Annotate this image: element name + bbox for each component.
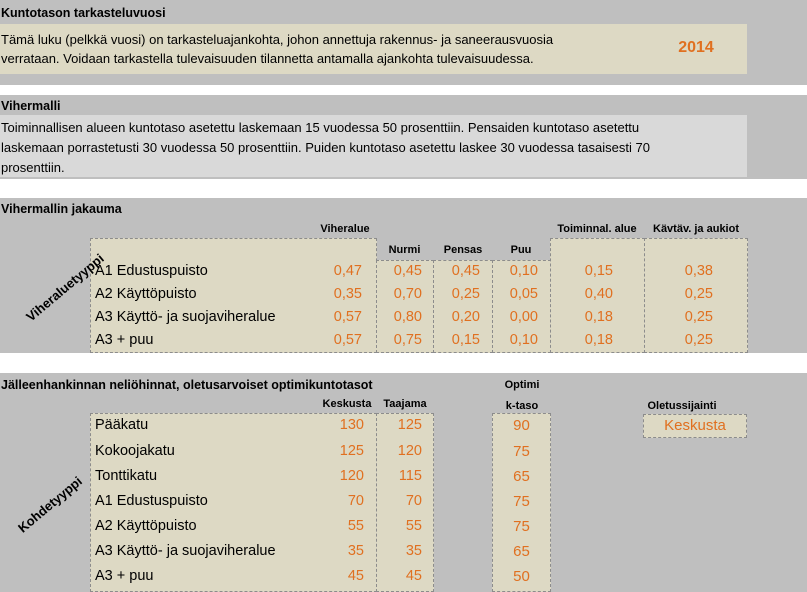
row-label: Tonttikatu [95, 468, 158, 484]
year-info-line1: Tämä luku (pelkkä vuosi) on tarkasteluaj… [1, 32, 554, 47]
cell-pensas[interactable]: 0,45 [451, 263, 480, 279]
header-toiminnal-alue: Toiminnal. alue [557, 223, 637, 235]
cell-taajama[interactable]: 70 [405, 493, 422, 509]
year-input[interactable]: 2014 [678, 39, 714, 56]
row-label: A1 Edustuspuisto [95, 493, 208, 509]
cell-keskusta[interactable]: 130 [339, 417, 364, 433]
default-location-value: Keskusta [664, 417, 726, 434]
row-label: A2 Käyttöpuisto [95, 518, 197, 534]
taajama-block [376, 413, 434, 592]
separator [0, 179, 807, 198]
cell-nurmi[interactable]: 0,45 [393, 263, 422, 279]
cell-pensas[interactable]: 0,20 [451, 309, 480, 325]
cell-pensas[interactable]: 0,25 [451, 286, 480, 302]
header-kaytavat-aukiot: Kävtäv. ja aukiot [653, 223, 739, 235]
cell-optimi[interactable]: 50 [513, 568, 530, 585]
cell-kaytav[interactable]: 0,25 [684, 286, 713, 302]
cell-toiminnal[interactable]: 0,15 [584, 263, 613, 279]
cell-pensas[interactable]: 0,15 [451, 332, 480, 348]
row-label: A3 + puu [95, 332, 154, 348]
cell-taajama[interactable]: 120 [397, 443, 422, 459]
cell-toiminnal[interactable]: 0,18 [584, 332, 613, 348]
header-viheralue: Viheralue [320, 223, 370, 235]
cell-nurmi[interactable]: 0,80 [393, 309, 422, 325]
toiminnal-block [550, 238, 645, 353]
cell-nurmi[interactable]: 0,75 [393, 332, 422, 348]
cell-keskusta[interactable]: 45 [347, 568, 364, 584]
cell-viheralue[interactable]: 0,57 [333, 332, 362, 348]
cell-taajama[interactable]: 55 [405, 518, 422, 534]
cell-optimi[interactable]: 75 [513, 443, 530, 460]
cell-viheralue[interactable]: 0,35 [333, 286, 362, 302]
cell-puu[interactable]: 0,10 [509, 332, 538, 348]
cell-toiminnal[interactable]: 0,40 [584, 286, 613, 302]
row-label: A3 + puu [95, 568, 154, 584]
cell-keskusta[interactable]: 55 [347, 518, 364, 534]
keskusta-block [90, 413, 377, 592]
cell-keskusta[interactable]: 70 [347, 493, 364, 509]
header-k-taso: k-taso [505, 400, 539, 412]
year-info-panel [0, 24, 747, 74]
section-year-title: Kuntotason tarkasteluvuosi [1, 6, 166, 20]
cell-taajama[interactable]: 35 [405, 543, 422, 559]
row-label: Kokoojakatu [95, 443, 175, 459]
viheralue-block [90, 238, 377, 353]
header-taajama: Taajama [383, 398, 427, 410]
cell-keskusta[interactable]: 35 [347, 543, 364, 559]
cell-kaytav[interactable]: 0,38 [684, 263, 713, 279]
cell-puu[interactable]: 0,00 [509, 309, 538, 325]
row-label: A1 Edustuspuisto [95, 263, 208, 279]
kaytav-block [644, 238, 748, 353]
separator [0, 353, 807, 373]
cell-kaytav[interactable]: 0,25 [684, 309, 713, 325]
puu-block [492, 260, 551, 353]
row-label: Pääkatu [95, 417, 149, 433]
cell-taajama[interactable]: 115 [398, 468, 422, 484]
cell-viheralue[interactable]: 0,47 [333, 263, 362, 279]
vihermalli-info-panel [0, 115, 747, 177]
cell-toiminnal[interactable]: 0,18 [584, 309, 613, 325]
cell-kaytav[interactable]: 0,25 [684, 332, 713, 348]
header-oletussijainti: Oletussijainti [647, 400, 717, 412]
vihermalli-line2: laskemaan porrastetusti 30 vuodessa 50 p… [1, 140, 650, 155]
header-keskusta: Keskusta [322, 398, 372, 410]
separator [0, 85, 807, 95]
cell-taajama[interactable]: 125 [397, 417, 422, 433]
section-jakauma-title: Vihermallin jakauma [1, 202, 122, 216]
cell-optimi[interactable]: 75 [513, 493, 530, 510]
row-label: A3 Käyttö- ja suojaviheralue [95, 309, 276, 325]
cell-optimi[interactable]: 75 [513, 518, 530, 535]
header-pensas: Pensas [443, 244, 483, 256]
cell-taajama[interactable]: 45 [405, 568, 422, 584]
header-puu: Puu [510, 244, 532, 256]
cell-optimi[interactable]: 65 [513, 543, 530, 560]
header-nurmi: Nurmi [388, 244, 421, 256]
cell-optimi[interactable]: 90 [513, 417, 530, 434]
pensas-block [433, 260, 493, 353]
cell-puu[interactable]: 0,05 [509, 286, 538, 302]
section-vihermalli-title: Vihermalli [1, 99, 61, 113]
vihermalli-line3: prosenttiin. [1, 160, 65, 175]
row-label: A2 Käyttöpuisto [95, 286, 197, 302]
cell-keskusta[interactable]: 125 [339, 443, 364, 459]
row-label: A3 Käyttö- ja suojaviheralue [95, 543, 276, 559]
default-location-select[interactable] [643, 414, 747, 438]
cell-keskusta[interactable]: 120 [339, 468, 364, 484]
year-info-line2: verrataan. Voidaan tarkastella tulevaisu… [1, 51, 534, 66]
cell-optimi[interactable]: 65 [513, 468, 530, 485]
cell-viheralue[interactable]: 0,57 [333, 309, 362, 325]
cell-puu[interactable]: 0,10 [509, 263, 538, 279]
header-optimi: Optimi [504, 379, 540, 391]
cell-nurmi[interactable]: 0,70 [393, 286, 422, 302]
vihermalli-line1: Toiminnallisen alueen kuntotaso asetettu… [1, 120, 640, 135]
section-hinnat-title: Jälleenhankinnan neliöhinnat, oletusarvo… [1, 378, 373, 392]
